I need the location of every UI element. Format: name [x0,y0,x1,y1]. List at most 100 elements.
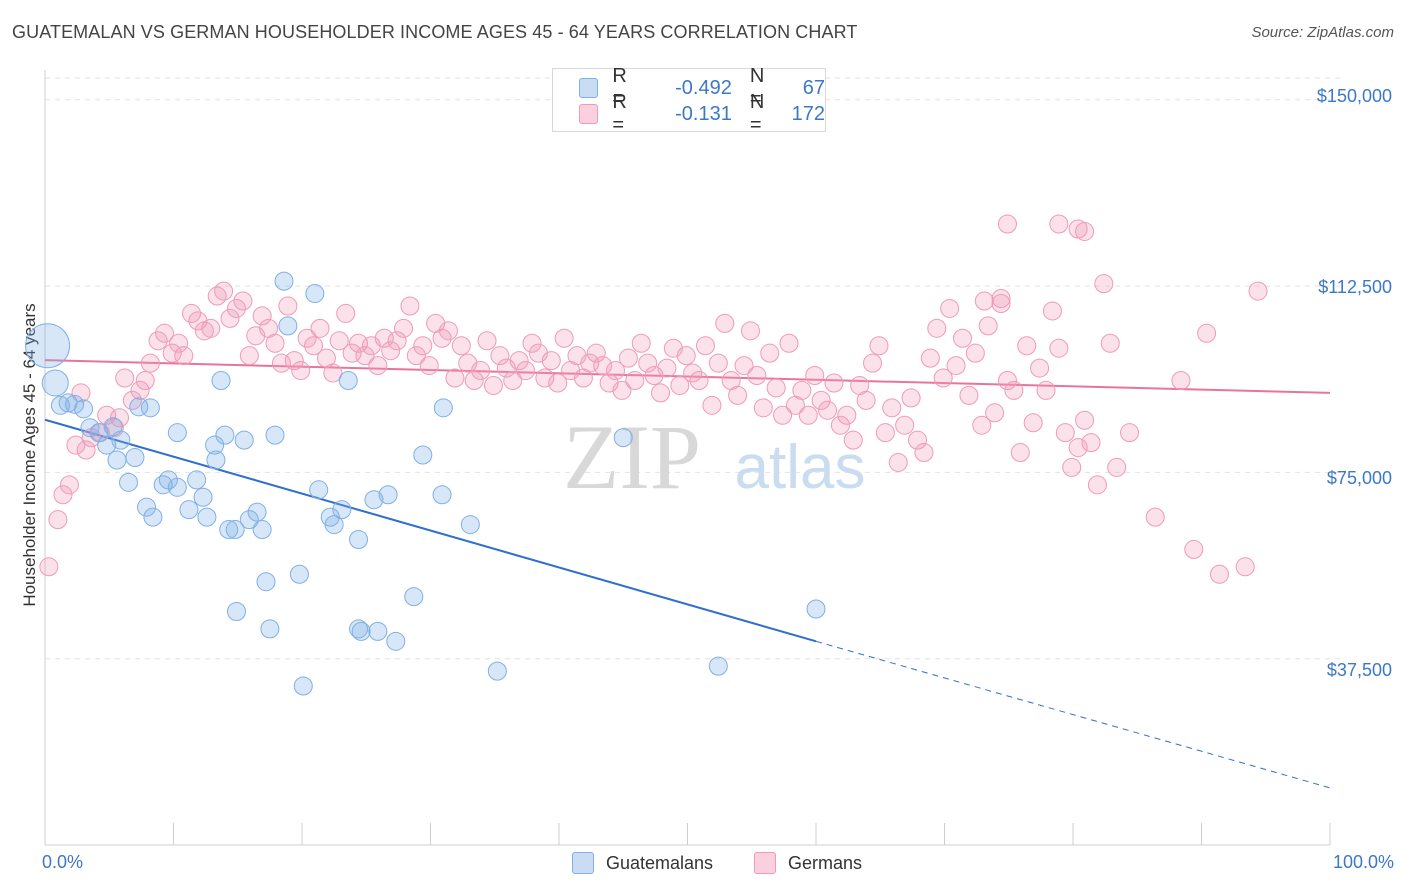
guatemalan-point [349,529,369,549]
german-point [471,361,491,381]
german-point [1209,564,1229,584]
german-point [438,321,458,341]
watermark: ZIP atlas [563,406,865,508]
german-point [169,333,189,353]
german-point [869,336,889,356]
guatemalan-point [119,472,139,492]
guatemalan-point [708,656,728,676]
legend-r-label: R = [612,91,627,136]
german-point [651,383,671,403]
german-point [1004,380,1024,400]
german-point [940,298,960,318]
guatemalan-point [332,500,352,520]
guatemalan-point [179,500,199,520]
german-point [606,361,626,381]
german-point [1100,333,1120,353]
german-point [920,348,940,368]
german-point [1145,507,1165,527]
german-point [509,351,529,371]
german-point [593,356,613,376]
guatemalan-point [351,621,371,641]
german-point [863,353,883,373]
guatemalan-point [25,323,71,369]
german-point [278,296,298,316]
guatemalan-point [324,515,344,535]
german-point [740,321,760,341]
german-point [1010,443,1030,463]
trend-lines [44,359,1331,789]
german-point [220,308,240,328]
guatemalan-point [41,369,69,397]
german-swatch-icon [579,104,599,124]
german-point [522,333,542,353]
guatemalan-points [25,271,826,696]
german-point [406,346,426,366]
german-point [1023,413,1043,433]
german-point [53,485,73,505]
german-point [753,398,773,418]
guatemalan-point [239,510,259,530]
german-point [387,331,407,351]
guatemalan-swatch-icon [579,78,599,98]
german-point [490,346,510,366]
german-point [927,318,947,338]
german-point [792,380,812,400]
guatemalan-point [278,316,298,336]
guatemalan-point [234,430,254,450]
german-point [914,443,934,463]
german-point [895,415,915,435]
y-tick-150000: $150,000 [1316,86,1392,106]
german-point [400,296,420,316]
guatemalan-point [274,271,294,291]
german-point [1036,380,1056,400]
german-point [1055,423,1075,443]
german-point [394,318,414,338]
bottom-legend-label: Germans [788,852,863,873]
german-point [991,293,1011,313]
german-point [48,510,68,530]
german-point [843,430,863,450]
german-point [952,328,972,348]
german-point [297,328,317,348]
german-point [991,289,1011,309]
legend-r-value: -0.492 [675,76,732,99]
guatemalan-point [137,497,157,517]
german-point [548,373,568,393]
german-point [856,390,876,410]
german-point [901,388,921,408]
german-point [265,333,285,353]
guatemalan-point [205,435,225,455]
german-point [201,318,221,338]
german-point [689,370,709,390]
guatemalan-point [364,490,384,510]
german-point [830,415,850,435]
german-point [695,336,715,356]
german-point [708,353,728,373]
german-point [875,423,895,443]
german-point [734,356,754,376]
german-legend-icon [754,852,776,874]
german-point [882,398,902,418]
guatemalan-point [219,520,239,540]
german-point [464,370,484,390]
german-point [631,333,651,353]
bottom-legend-label: Guatemalans [606,852,714,873]
guatemalan-point [125,448,145,467]
german-point [115,368,135,388]
german-point [104,418,124,438]
german-point [445,368,465,388]
german-point [181,303,201,323]
german-point [174,346,194,366]
german-point [329,331,349,351]
german-point [1030,358,1050,378]
y-tick-75000: $75,000 [1326,468,1392,488]
german-point [798,405,818,425]
guatemalan-point [225,520,245,540]
guatemalan-point [215,425,235,445]
y-tick-112500: $112,500 [1318,277,1392,297]
german-point [670,375,690,395]
german-point [284,351,304,371]
guatemalan-point [487,661,507,681]
german-point [972,415,992,435]
